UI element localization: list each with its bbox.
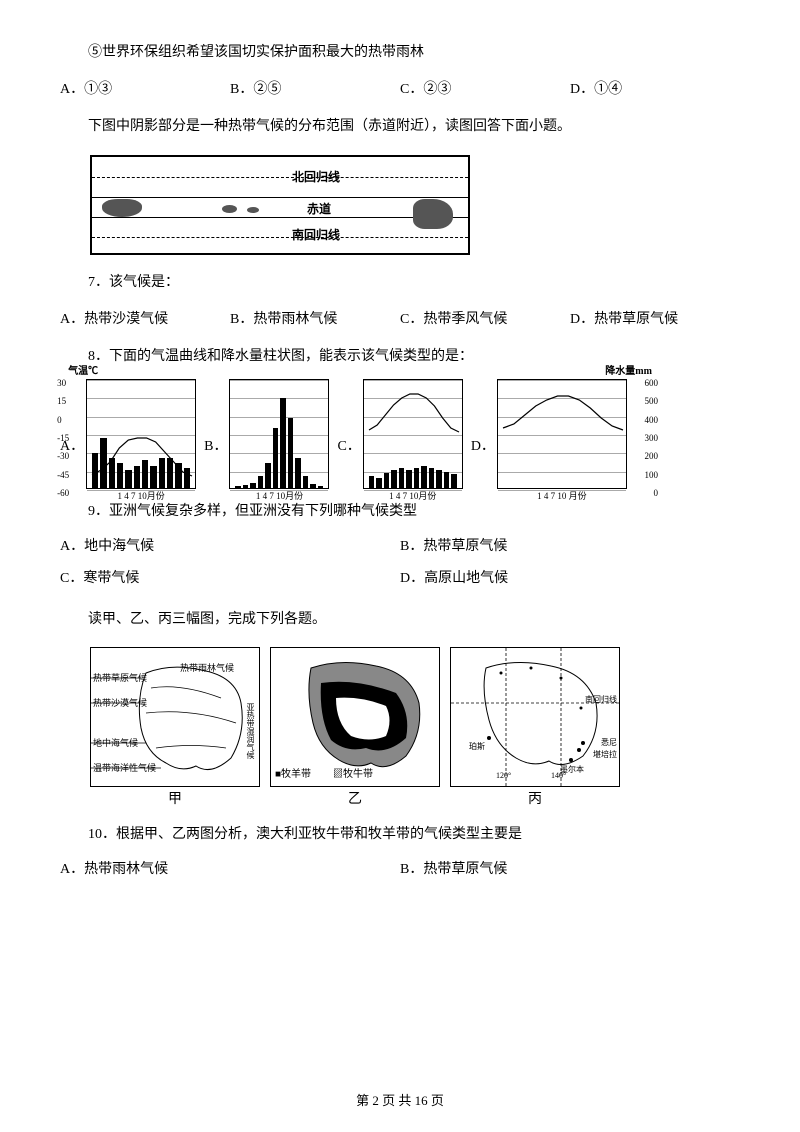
bing-t1: 120° xyxy=(496,769,511,783)
q7-stem: 7．该气候是： xyxy=(60,270,740,295)
yi-legend2: ▨牧牛带 xyxy=(333,766,373,784)
q6-opt-d: D．①④ xyxy=(570,77,740,102)
q6-opt-b: B．②⑤ xyxy=(230,77,400,102)
chart-c: 1 4 7 10月份 xyxy=(363,379,463,489)
map-jia: 热带草原气候 热带沙漠气候 地中海气候 温带海洋性气候 热带雨林气候 亚热带湿润… xyxy=(90,647,260,787)
q7-opt-a: A．热带沙漠气候 xyxy=(60,307,230,332)
yi-label: 乙 xyxy=(270,787,440,812)
australia-maps: 热带草原气候 热带沙漠气候 地中海气候 温带海洋性气候 热带雨林气候 亚热带湿润… xyxy=(90,647,740,812)
tropic-n-label: 北回归线 xyxy=(292,167,340,189)
q9-opt-d: D．高原山地气候 xyxy=(400,566,740,591)
equator-label: 赤道 xyxy=(307,199,331,221)
q10-opt-a: A．热带雨林气候 xyxy=(60,857,400,882)
jia-l3: 地中海气候 xyxy=(93,735,138,751)
jia-l1: 热带草原气候 xyxy=(93,670,147,686)
page-footer: 第 2 页 共 16 页 xyxy=(0,1089,800,1112)
q9-opt-a: A．地中海气候 xyxy=(60,534,400,559)
chart-d-label: D． xyxy=(471,434,495,459)
tropic-s-label: 南回归线 xyxy=(292,225,340,247)
chart-c-label: C． xyxy=(337,434,360,459)
chart-d: 1 4 7 10 月份 6005004003002001000 xyxy=(497,379,627,489)
q10-opt-b: B．热带草原气候 xyxy=(400,857,740,882)
q6-opt-a: A．①③ xyxy=(60,77,230,102)
chart-b-label: B． xyxy=(204,434,227,459)
bing-l1: 南回归线 xyxy=(585,693,617,707)
bing-l2: 珀斯 xyxy=(469,740,485,754)
jia-l5: 热带雨林气候 xyxy=(180,660,234,676)
q8-charts: A． 气温℃ 1 4 7 10月份 30150-15-30-45-60 B． 1… xyxy=(60,379,740,489)
q7-options: A．热带沙漠气候 B．热带雨林气候 C．热带季风气候 D．热带草原气候 xyxy=(60,307,740,332)
chart-a: 1 4 7 10月份 30150-15-30-45-60 xyxy=(86,379,196,489)
q10-options: A．热带雨林气候 B．热带草原气候 xyxy=(60,857,740,888)
q9-opt-b: B．热带草原气候 xyxy=(400,534,740,559)
bing-l5: 堪培拉 xyxy=(593,748,617,762)
q6-opt-c: C．②③ xyxy=(400,77,570,102)
jia-label: 甲 xyxy=(90,787,260,812)
intro2: 下图中阴影部分是一种热带气候的分布范围（赤道附近），读图回答下面小题。 xyxy=(60,114,740,139)
bing-t2: 140° xyxy=(551,769,566,783)
map-yi: ■牧羊带 ▨牧牛带 xyxy=(270,647,440,787)
q9-opt-c: C．寒带气候 xyxy=(60,566,400,591)
map-bing: 南回归线 珀斯 墨尔本 悉尼 堪培拉 120° 140° xyxy=(450,647,620,787)
q7-opt-d: D．热带草原气候 xyxy=(570,307,740,332)
q7-opt-c: C．热带季风气候 xyxy=(400,307,570,332)
q7-opt-b: B．热带雨林气候 xyxy=(230,307,400,332)
bing-label: 丙 xyxy=(450,787,620,812)
q10-stem: 10．根据甲、乙两图分析，澳大利亚牧牛带和牧羊带的气候类型主要是 xyxy=(60,822,740,847)
q9-options: A．地中海气候 B．热带草原气候 C．寒带气候 D．高原山地气候 xyxy=(60,534,740,596)
q6-options: A．①③ B．②⑤ C．②③ D．①④ xyxy=(60,77,740,102)
jia-l4: 温带海洋性气候 xyxy=(93,760,156,776)
yi-legend1: ■牧羊带 xyxy=(275,766,311,784)
jia-l2: 热带沙漠气候 xyxy=(93,695,147,711)
chart-b: 1 4 7 10月份 xyxy=(229,379,329,489)
jia-l6: 亚热带湿润气候 xyxy=(243,703,257,759)
line5: ⑤世界环保组织希望该国切实保护面积最大的热带雨林 xyxy=(60,40,740,65)
intro3: 读甲、乙、丙三幅图，完成下列各题。 xyxy=(60,607,740,632)
world-map: 北回归线 赤道 南回归线 xyxy=(90,155,470,255)
